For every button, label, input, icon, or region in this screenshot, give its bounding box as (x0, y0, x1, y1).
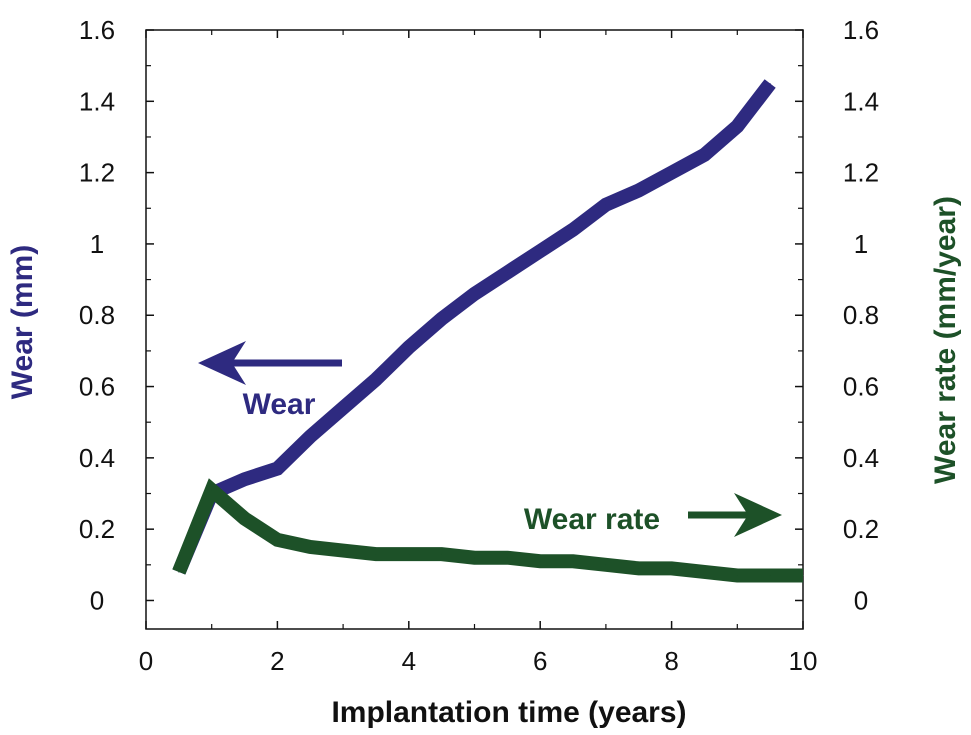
x-tick-label: 10 (789, 646, 818, 676)
y-axis-left-label: Wear (mm) (6, 245, 39, 399)
wear-rate-point (276, 539, 278, 541)
wear-rate-point (342, 550, 344, 552)
wear-rate-annotation: Wear rate (524, 493, 782, 537)
wear-rate-point (375, 553, 377, 555)
y-right-tick-label: 0.4 (843, 443, 879, 473)
wear-point (506, 271, 508, 273)
x-tick-label: 8 (664, 646, 678, 676)
wear-point (474, 293, 475, 295)
plot-frame (145, 29, 804, 630)
y-right-tick-label: 0.8 (843, 300, 879, 330)
wear-rate-point (703, 571, 705, 573)
wear-rate-annotation-label: Wear rate (524, 503, 660, 536)
wear-rate-point (211, 489, 213, 491)
y-left-tick-label: 1.2 (79, 158, 115, 188)
wear-line (172, 79, 776, 575)
x-tick-label: 0 (139, 646, 153, 676)
y-right-tick-label: 1.2 (843, 158, 879, 188)
wear-rate-line (172, 478, 803, 583)
series-layer (172, 79, 804, 583)
x-tick-label: 2 (270, 646, 284, 676)
wear-rate-point (178, 571, 180, 573)
wear-arrow-head (198, 341, 246, 385)
x-tick-label: 4 (402, 646, 416, 676)
wear-rate-point (736, 575, 738, 577)
wear-rate-point (474, 557, 475, 559)
y-axis-right-label: Wear rate (mm/year) (929, 196, 962, 484)
wear-rate-point (244, 517, 246, 519)
y-left-tick-label: 1.6 (79, 15, 115, 45)
wear-point (638, 189, 640, 191)
wear-rate-point (309, 546, 311, 548)
wear-point (342, 407, 344, 409)
wear-rate-point (802, 575, 804, 577)
x-axis-label: Implantation time (years) (331, 696, 686, 729)
wear-point (703, 154, 705, 156)
wear-point (572, 229, 574, 231)
wear-rate-point (539, 560, 541, 562)
wear-rate-point (572, 560, 574, 562)
y-right-tick-label: 0.6 (843, 372, 879, 402)
wear-rate-point (605, 564, 607, 566)
x-axis-ticks: 0 2 4 6 8 10 (139, 30, 818, 676)
wear-point (309, 435, 311, 437)
y-right-tick-label: 1.6 (843, 15, 879, 45)
wear-point (736, 125, 738, 127)
wear-point (375, 378, 377, 380)
wear-point (769, 82, 771, 84)
wear-point (441, 318, 443, 320)
y-right-tick-label: 1.4 (843, 86, 879, 116)
wear-point (539, 250, 541, 252)
y-left-tick-label: 1 (90, 229, 104, 259)
wear-rate-point (408, 553, 410, 555)
y-left-tick-label: 0.6 (79, 372, 115, 402)
wear-point (605, 204, 607, 206)
wear-point (671, 172, 673, 174)
y-left-tick-label: 0.8 (79, 300, 115, 330)
wear-rate-point (441, 553, 443, 555)
wear-point (276, 468, 278, 470)
y-left-tick-label: 0 (90, 585, 104, 615)
wear-rate-point (671, 567, 673, 569)
wear-rate-point (769, 575, 771, 577)
y-left-tick-label: 0.2 (79, 514, 115, 544)
y-axis-ticks: 0 0 0.2 0.2 0.4 0.4 0.6 0.6 0.8 0.8 1 1 1.2 1.2 1.4 1.4… (79, 15, 879, 615)
y-right-tick-label: 0 (854, 585, 868, 615)
wear-point (244, 478, 246, 480)
wear-rate-point (638, 567, 640, 569)
y-left-tick-label: 0.4 (79, 443, 115, 473)
y-left-tick-label: 1.4 (79, 86, 115, 116)
y-right-tick-label: 1 (854, 229, 868, 259)
y-right-tick-label: 0.2 (843, 514, 879, 544)
x-tick-label: 6 (533, 646, 547, 676)
wear-annotation: Wear (198, 341, 342, 421)
wear-annotation-label: Wear (243, 388, 316, 421)
wear-rate-arrow-head (734, 493, 782, 537)
wear-rate-point (506, 557, 508, 559)
wear-point (408, 346, 410, 348)
